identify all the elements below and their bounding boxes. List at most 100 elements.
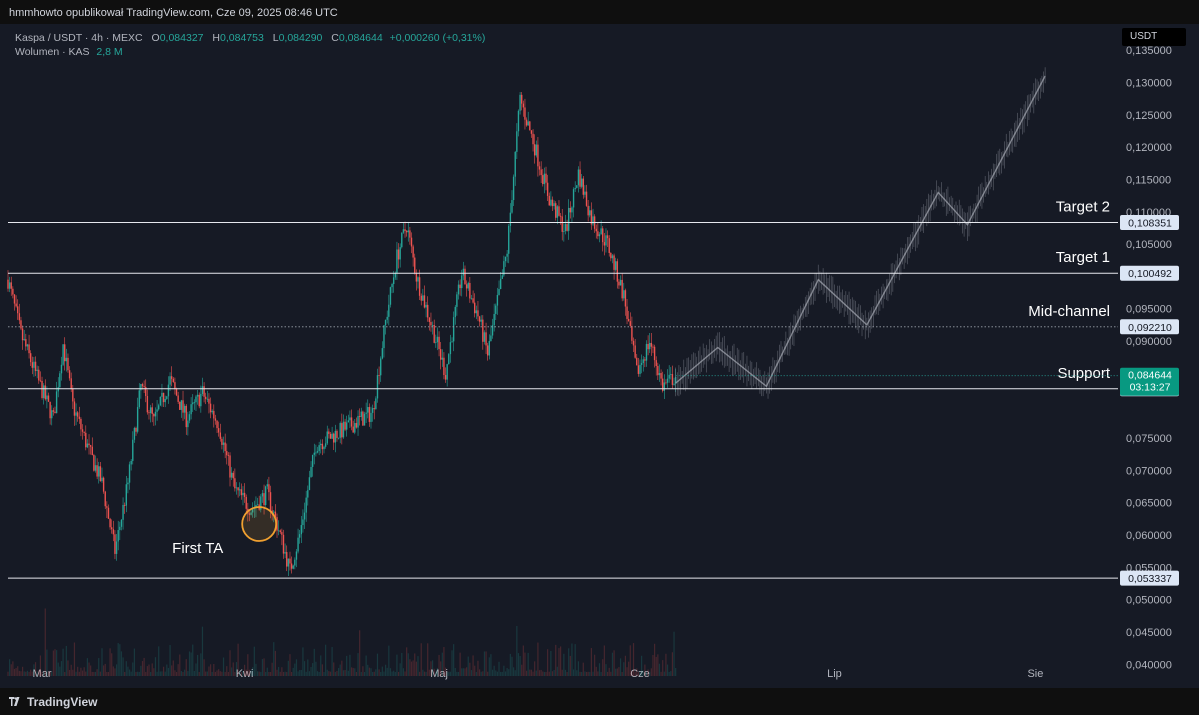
volume-bar bbox=[645, 671, 648, 676]
volume-bar bbox=[261, 659, 264, 676]
level-price-tag bbox=[1120, 265, 1179, 281]
candle-body bbox=[232, 472, 234, 479]
candle-body bbox=[203, 386, 205, 397]
volume-bar bbox=[388, 645, 390, 676]
volume-bar bbox=[150, 671, 152, 676]
volume-bar bbox=[658, 663, 661, 676]
candle-body bbox=[551, 199, 554, 207]
candle-body bbox=[133, 427, 136, 440]
volume-bar bbox=[451, 650, 453, 676]
candle-body bbox=[298, 534, 301, 538]
volume-bar bbox=[331, 647, 333, 676]
volume-bar bbox=[175, 671, 178, 676]
current-price-tag bbox=[1120, 367, 1179, 396]
volume-bar bbox=[141, 661, 144, 676]
volume-bar bbox=[572, 669, 575, 676]
volume-bar bbox=[349, 654, 351, 676]
volume-bar bbox=[500, 671, 502, 676]
chart-area[interactable]: 0,135000 0,130000 0,125000 0,120000 0,115000… bbox=[0, 24, 1199, 688]
candle-body bbox=[524, 107, 526, 120]
candle-body bbox=[563, 231, 565, 232]
candle-body bbox=[52, 410, 55, 412]
candle-body bbox=[149, 407, 152, 414]
candle-body bbox=[36, 369, 38, 371]
volume-bar bbox=[145, 671, 147, 676]
volume-bar bbox=[180, 671, 182, 676]
candle-body bbox=[637, 365, 640, 374]
volume-bar bbox=[273, 642, 275, 676]
volume-bar bbox=[610, 671, 612, 676]
volume-bar bbox=[525, 670, 528, 676]
candle-body bbox=[310, 466, 312, 478]
candle-body bbox=[268, 484, 270, 493]
candle-body bbox=[576, 185, 578, 188]
candle-body bbox=[499, 278, 502, 290]
volume-bar bbox=[59, 666, 61, 676]
candle-body bbox=[83, 431, 85, 433]
candle-body bbox=[305, 497, 307, 513]
volume-bar bbox=[653, 643, 656, 676]
volume-bar bbox=[44, 608, 46, 676]
candle-body bbox=[237, 487, 239, 491]
candle-body bbox=[546, 182, 549, 196]
candle-body bbox=[206, 398, 209, 400]
candle-body bbox=[59, 373, 61, 388]
volume-bar bbox=[649, 671, 651, 676]
change-value: +0,000260 (+0,31%) bbox=[389, 32, 486, 44]
candle-body bbox=[658, 373, 661, 376]
candle-body bbox=[313, 452, 315, 455]
volume-bar bbox=[216, 670, 218, 676]
volume-bar bbox=[380, 671, 382, 676]
volume-bar bbox=[39, 655, 42, 676]
volume-bar bbox=[234, 671, 236, 676]
volume-bar bbox=[632, 643, 635, 676]
candle-body bbox=[550, 199, 552, 206]
candle-body bbox=[344, 421, 346, 430]
volume-bar bbox=[299, 669, 301, 676]
volume-bar bbox=[135, 671, 137, 676]
volume-bar bbox=[227, 671, 229, 676]
candle-body bbox=[514, 151, 516, 177]
candle-body bbox=[78, 416, 81, 419]
price-chart[interactable]: 0,135000 0,130000 0,125000 0,120000 0,115000… bbox=[0, 24, 1199, 688]
currency-button[interactable]: USDT bbox=[1122, 28, 1186, 46]
candle-body bbox=[644, 359, 646, 361]
y-tick-label: 0,125000 bbox=[1126, 110, 1172, 122]
volume-bar bbox=[179, 654, 181, 676]
volume-bar bbox=[312, 663, 314, 676]
candle-body bbox=[555, 203, 557, 218]
volume-bar bbox=[99, 671, 101, 676]
volume-bar bbox=[187, 671, 189, 676]
volume-bar bbox=[321, 664, 323, 676]
candle-body bbox=[349, 417, 351, 421]
candle-body bbox=[561, 216, 563, 232]
volume-bar bbox=[375, 669, 377, 676]
volume-bar bbox=[406, 647, 408, 676]
volume-bar bbox=[372, 671, 374, 676]
volume-bar bbox=[611, 652, 614, 676]
volume-bar bbox=[585, 671, 588, 676]
volume-bar bbox=[57, 662, 59, 676]
candle-body bbox=[608, 238, 610, 253]
x-tick-label: Cze bbox=[630, 668, 650, 680]
volume-bar bbox=[355, 671, 358, 676]
candle-body bbox=[574, 187, 576, 190]
candle-body bbox=[329, 433, 332, 439]
candle-body bbox=[486, 345, 489, 356]
candle-body bbox=[216, 420, 218, 429]
candle-body bbox=[89, 445, 92, 447]
candle-body bbox=[480, 319, 482, 322]
volume-bar bbox=[325, 644, 327, 676]
y-tick-label: 0,060000 bbox=[1126, 530, 1172, 542]
candle-body bbox=[148, 412, 150, 414]
annotation-circle-marker bbox=[241, 506, 278, 542]
volume-bar bbox=[158, 646, 160, 676]
candle-body bbox=[182, 400, 184, 413]
volume-bar bbox=[198, 671, 200, 676]
volume-bar bbox=[657, 654, 659, 676]
candle-body bbox=[277, 530, 280, 532]
volume-bar bbox=[64, 671, 66, 676]
tradingview-logo[interactable]: TradingView bbox=[9, 695, 97, 709]
volume-bar bbox=[245, 669, 247, 676]
y-tick-label: 0,065000 bbox=[1126, 498, 1172, 510]
